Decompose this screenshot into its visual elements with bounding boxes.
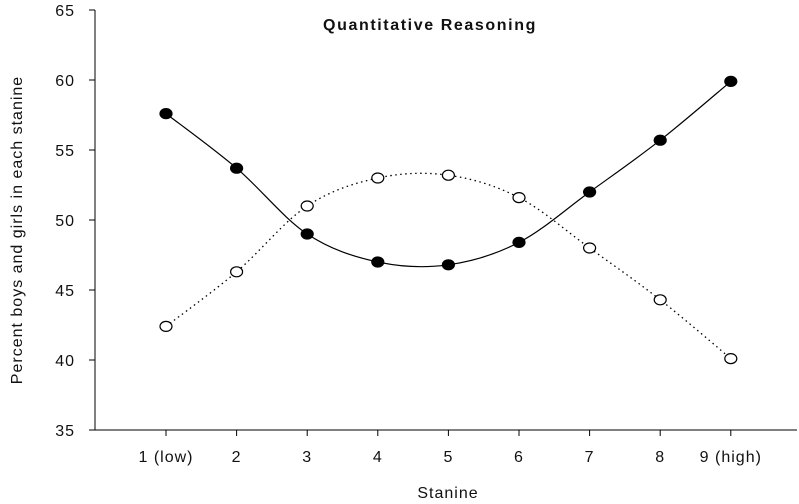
y-axis-label: Percent boys and girls in each stanine xyxy=(9,76,26,384)
series-2-point xyxy=(300,200,314,212)
series-1-point xyxy=(582,186,597,198)
series-1-point xyxy=(653,134,667,146)
series-2-point xyxy=(512,192,526,204)
series-1-point xyxy=(441,259,455,271)
series-2-point xyxy=(582,242,597,254)
series-1-point xyxy=(300,228,314,240)
x-tick-label: 2 xyxy=(232,449,242,466)
series-1-point xyxy=(724,75,738,88)
series-2-point xyxy=(230,266,244,278)
y-tick-label: 65 xyxy=(55,3,75,20)
x-tick-label: 9 (high) xyxy=(700,449,762,466)
y-tick-label: 35 xyxy=(55,423,75,440)
y-tick-label: 55 xyxy=(55,143,75,160)
x-tick-label: 8 xyxy=(655,449,665,466)
series-1-point xyxy=(371,256,385,268)
y-tick-label: 60 xyxy=(55,73,75,90)
series-2-point xyxy=(724,353,738,365)
x-axis-label: Stanine xyxy=(417,485,478,502)
chart-title: Quantitative Reasoning xyxy=(323,17,537,34)
x-tick-label: 4 xyxy=(373,449,383,466)
series-2-line xyxy=(165,172,732,360)
series-2-point xyxy=(159,320,173,332)
x-tick-label: 3 xyxy=(302,449,312,466)
y-tick-label: 40 xyxy=(55,353,75,370)
x-tick-label: 1 (low) xyxy=(138,449,193,466)
series-1-point xyxy=(230,162,244,174)
series-2-point xyxy=(653,294,667,306)
y-tick-label: 50 xyxy=(55,213,75,230)
x-tick-label: 5 xyxy=(443,449,453,466)
x-tick-label: 6 xyxy=(514,449,524,466)
y-tick-label: 45 xyxy=(55,283,75,300)
series-1-point xyxy=(512,236,526,248)
series-2-point xyxy=(441,169,455,181)
series-2-point xyxy=(371,172,385,184)
series-1-point xyxy=(159,107,173,120)
x-tick-label: 7 xyxy=(585,449,595,466)
